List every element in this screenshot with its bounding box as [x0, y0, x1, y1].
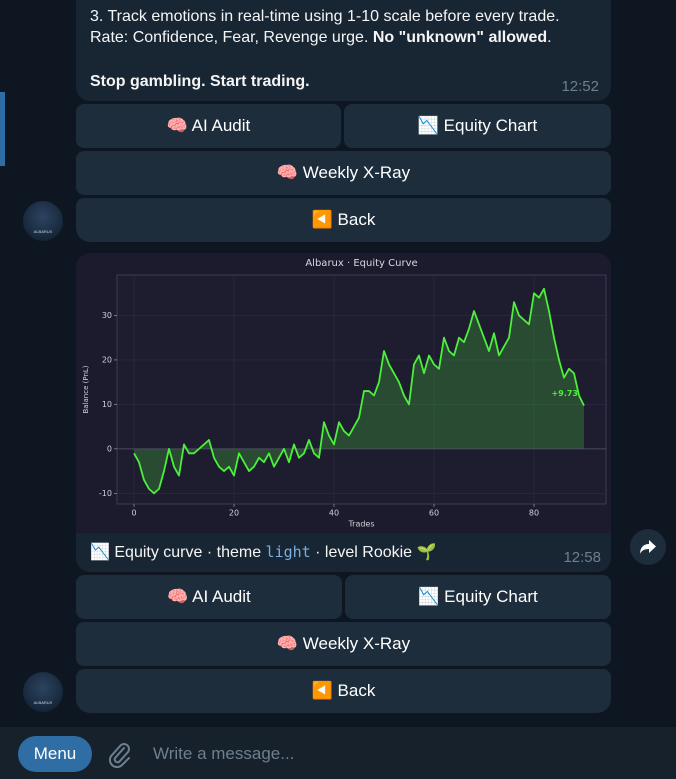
end-annotation: +9.73 — [552, 389, 578, 398]
inline-button[interactable]: ◀️ Back — [76, 669, 611, 713]
inline-button[interactable]: 📉 Equity Chart — [345, 575, 611, 619]
chart-title: Albarux · Equity Curve — [305, 258, 417, 269]
message-line: 3. Track emotions in real-time using 1-1… — [90, 8, 560, 25]
inline-button[interactable]: 🧠 Weekly X-Ray — [76, 151, 611, 195]
bot-avatar[interactable]: ALBARUX — [23, 672, 63, 712]
menu-button[interactable]: Menu — [18, 736, 92, 772]
equity-area — [134, 288, 584, 494]
inline-button[interactable]: 📉 Equity Chart — [344, 104, 611, 148]
code-text: light — [265, 543, 311, 561]
bot-avatar[interactable]: ALBARUX — [23, 201, 63, 241]
message-line: Stop gambling. Start trading. — [90, 73, 310, 90]
forward-button[interactable] — [630, 529, 666, 565]
message-time: 12:52 — [561, 78, 599, 95]
x-tick-label: 80 — [529, 509, 539, 518]
scroll-indicator — [0, 92, 5, 166]
message-line: Rate: Confidence, Fear, Revenge urge. No… — [90, 27, 552, 48]
forward-icon — [640, 540, 656, 554]
y-tick-label: 30 — [102, 311, 112, 320]
y-tick-label: 10 — [102, 400, 112, 409]
x-tick-label: 20 — [229, 509, 239, 518]
y-tick-label: 20 — [102, 355, 112, 364]
equity-chart: Albarux · Equity Curve Trades Balance (PnL… — [76, 253, 611, 533]
y-tick-label: -10 — [99, 489, 112, 498]
y-tick-label: 0 — [107, 444, 112, 453]
message-bubble: 3. Track emotions in real-time using 1-1… — [76, 0, 611, 101]
x-tick-label: 60 — [429, 509, 439, 518]
x-tick-label: 40 — [329, 509, 339, 518]
text: Rate: Confidence, Fear, Revenge urge. — [90, 29, 373, 46]
input-bar: Menu Write a message... — [0, 727, 676, 779]
x-axis-label: Trades — [347, 520, 374, 529]
inline-button[interactable]: 🧠 AI Audit — [76, 104, 341, 148]
inline-button[interactable]: ◀️ Back — [76, 198, 611, 242]
text: . — [547, 29, 552, 46]
message-input[interactable]: Write a message... — [153, 744, 295, 763]
inline-button[interactable]: 🧠 AI Audit — [76, 575, 342, 619]
plot-area — [116, 274, 607, 505]
inline-button[interactable]: 🧠 Weekly X-Ray — [76, 622, 611, 666]
equity-line — [133, 287, 585, 495]
message-time: 12:58 — [563, 549, 601, 566]
message-bubble: Albarux · Equity Curve Trades Balance (PnL… — [76, 253, 611, 572]
text: 📉 Equity curve · theme — [90, 544, 266, 561]
bold-text: No "unknown" allowed — [372, 29, 548, 46]
caption: 📉 Equity curve · theme light · level Roo… — [90, 542, 436, 563]
y-axis-label: Balance (PnL) — [82, 365, 90, 413]
x-tick-label: 0 — [131, 509, 136, 518]
text: · level Rookie 🌱 — [310, 544, 437, 561]
attach-icon[interactable] — [106, 740, 132, 768]
